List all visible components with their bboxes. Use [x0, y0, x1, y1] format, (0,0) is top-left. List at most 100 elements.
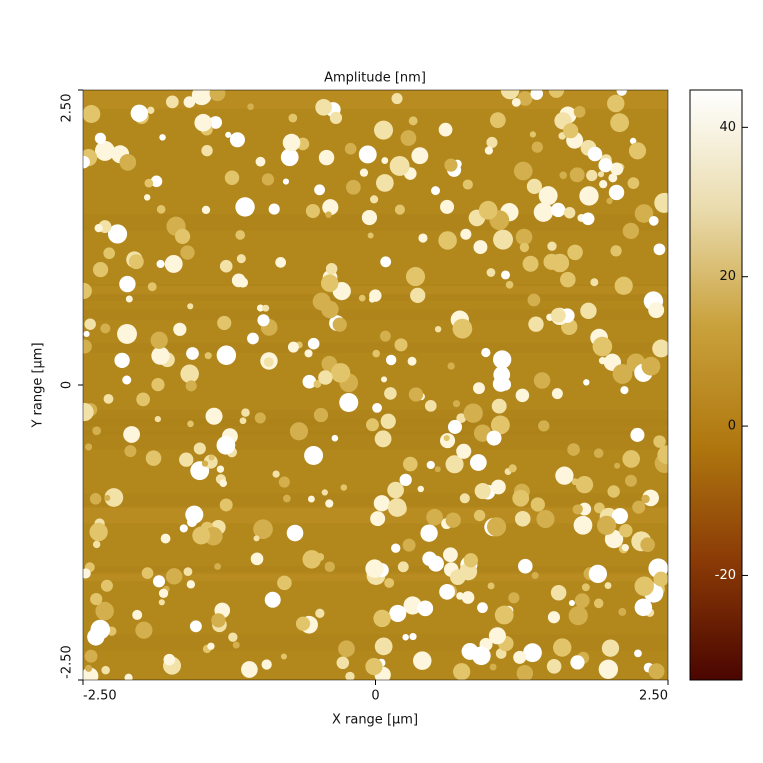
particle: [201, 460, 209, 467]
particle: [207, 642, 215, 650]
particle: [83, 339, 92, 354]
particle: [402, 633, 409, 641]
particle: [124, 445, 137, 458]
particle: [409, 633, 417, 641]
particle: [358, 145, 377, 164]
particle: [648, 215, 659, 226]
particle: [463, 553, 478, 568]
particle: [179, 524, 188, 533]
particle: [431, 186, 441, 196]
particle: [596, 515, 617, 535]
particle: [634, 576, 654, 596]
particle: [144, 178, 154, 188]
particle: [628, 142, 647, 160]
particle: [434, 325, 442, 333]
particle: [543, 253, 560, 270]
particle: [580, 302, 597, 320]
particle: [614, 462, 621, 469]
y-tick-label: -2.50: [60, 645, 75, 679]
particle: [384, 387, 397, 400]
particle: [164, 254, 183, 273]
particle: [384, 577, 395, 588]
particle: [572, 504, 583, 515]
particle: [187, 303, 194, 310]
particle: [399, 473, 412, 487]
particle: [400, 130, 417, 146]
particle: [462, 179, 473, 190]
particle: [83, 402, 94, 422]
particle: [612, 364, 633, 384]
particle: [508, 592, 520, 604]
particle: [593, 598, 604, 609]
particle: [165, 568, 183, 585]
particle: [318, 149, 335, 166]
particle: [517, 91, 533, 106]
particle: [445, 512, 461, 528]
particle: [325, 263, 338, 275]
particle: [159, 134, 166, 141]
particle: [538, 186, 558, 206]
particle: [280, 653, 287, 660]
particle: [634, 204, 654, 223]
particle: [586, 169, 598, 182]
particle: [551, 388, 563, 400]
particle: [132, 609, 143, 620]
particle: [478, 200, 498, 220]
particle: [90, 592, 103, 606]
particle: [533, 372, 551, 389]
particle: [135, 621, 153, 639]
particle: [597, 171, 605, 178]
particle: [154, 415, 161, 423]
particle: [340, 484, 348, 491]
particle: [531, 571, 539, 580]
particle: [486, 430, 502, 446]
particle: [214, 563, 222, 570]
particle: [145, 450, 162, 466]
particle: [550, 307, 566, 323]
particle: [604, 582, 612, 590]
particle: [420, 524, 438, 542]
particle: [104, 488, 124, 507]
particle: [515, 388, 530, 403]
particle: [359, 168, 369, 177]
particle: [147, 282, 157, 292]
particle: [610, 113, 630, 133]
particle: [599, 180, 608, 189]
particle: [247, 332, 259, 345]
particle: [560, 271, 576, 288]
particle: [463, 403, 483, 423]
particle: [450, 569, 466, 585]
particle: [559, 171, 567, 180]
particle: [547, 241, 557, 251]
particle: [84, 318, 96, 330]
particle: [422, 551, 437, 567]
particle: [103, 393, 114, 404]
particle: [304, 445, 324, 465]
particle: [657, 445, 668, 465]
particle: [107, 224, 128, 244]
particle: [439, 583, 455, 600]
particle: [216, 345, 237, 365]
particle: [443, 434, 450, 442]
particle: [331, 434, 339, 442]
particle: [516, 665, 534, 680]
particle: [94, 224, 103, 233]
particle: [85, 664, 93, 672]
particle: [374, 120, 394, 140]
particle: [607, 485, 620, 498]
particle: [575, 475, 594, 494]
particle: [484, 146, 494, 155]
particle: [368, 296, 376, 303]
particle: [459, 493, 470, 504]
particle: [417, 485, 425, 493]
x-axis-label: X range [µm]: [332, 713, 418, 728]
particle: [648, 663, 665, 680]
particle: [136, 392, 150, 407]
particle: [511, 97, 521, 107]
particle: [158, 588, 169, 598]
colorbar-tick-label: 20: [719, 269, 736, 284]
particle: [408, 387, 424, 402]
particle: [501, 270, 511, 280]
particle: [119, 275, 136, 293]
particle: [648, 302, 665, 319]
